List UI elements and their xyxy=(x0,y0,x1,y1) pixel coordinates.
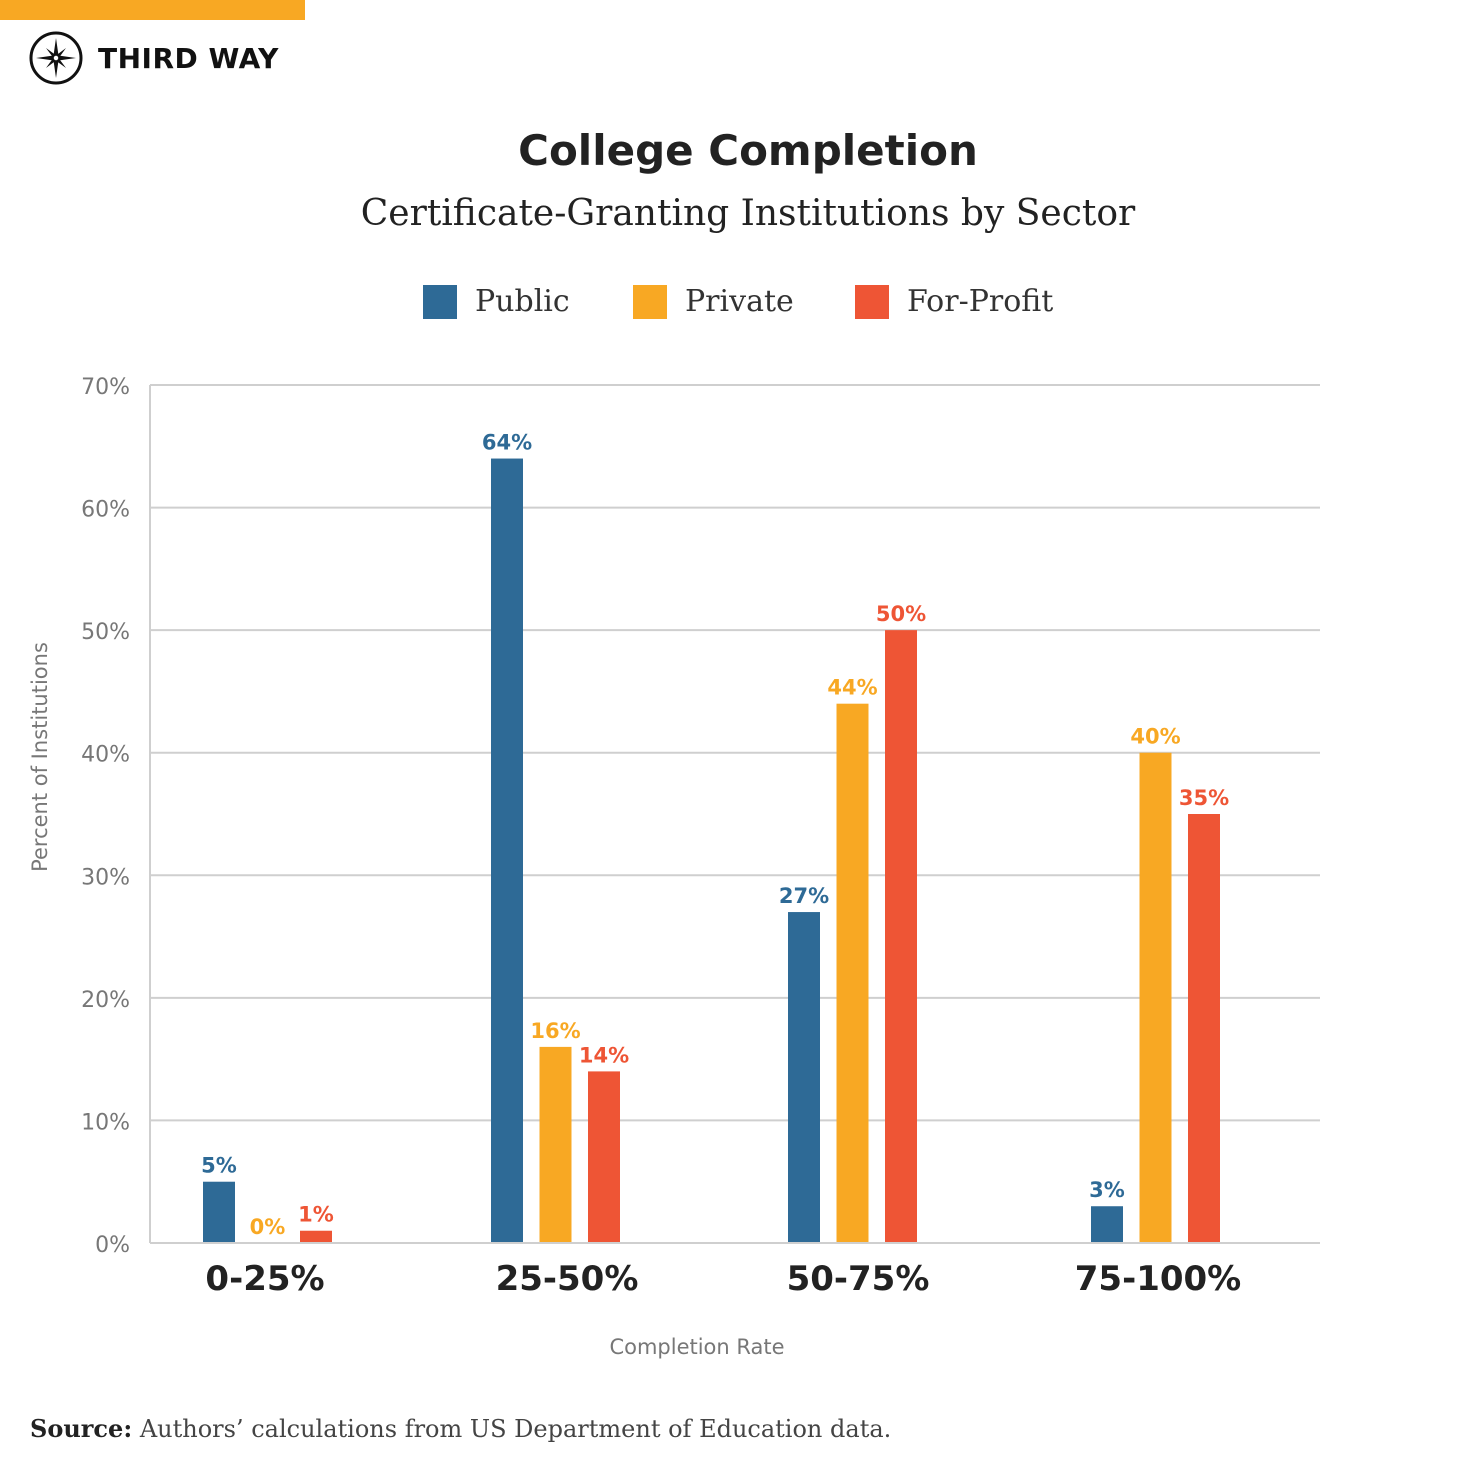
data-label: 64% xyxy=(482,431,532,455)
y-tick-label: 60% xyxy=(81,498,130,523)
bar-private xyxy=(539,1046,572,1243)
legend-label-public: Public xyxy=(475,284,570,319)
x-tick-label: 75-100% xyxy=(1075,1259,1241,1299)
data-label: 5% xyxy=(201,1154,237,1178)
legend-swatch-public xyxy=(423,284,457,319)
third-way-logo: THIRD WAY xyxy=(28,30,279,86)
bar-private xyxy=(1139,752,1172,1243)
legend-label-for-profit: For-Profit xyxy=(907,284,1054,319)
legend-swatch-for-profit xyxy=(855,284,889,319)
legend-swatch-private xyxy=(633,284,667,319)
x-tick-label: 25-50% xyxy=(496,1259,639,1299)
source-text: Authors’ calculations from US Department… xyxy=(139,1415,892,1443)
compass-icon xyxy=(29,31,83,85)
legend-item-for-profit: For-Profit xyxy=(855,284,1053,319)
bar-public xyxy=(788,912,820,1243)
data-label: 50% xyxy=(876,602,926,626)
source-note: Source: Authors’ calculations from US De… xyxy=(30,1414,891,1443)
y-tick-label: 0% xyxy=(95,1233,130,1258)
legend-item-public: Public xyxy=(423,284,570,319)
data-label: 1% xyxy=(298,1203,334,1227)
data-label: 14% xyxy=(579,1043,629,1067)
y-tick-label: 70% xyxy=(81,375,130,400)
bar-for-profit xyxy=(588,1071,620,1243)
data-label: 3% xyxy=(1089,1178,1125,1202)
legend-label-private: Private xyxy=(685,284,794,319)
data-label: 0% xyxy=(250,1215,286,1239)
source-label: Source: xyxy=(30,1414,133,1443)
brand-accent-bar xyxy=(0,0,305,20)
bar-for-profit xyxy=(885,630,917,1243)
x-tick-label: 0-25% xyxy=(205,1259,324,1299)
x-axis-label: Completion Rate xyxy=(609,1335,784,1359)
data-label: 44% xyxy=(827,676,877,700)
data-label: 27% xyxy=(779,884,829,908)
bar-public xyxy=(1091,1206,1123,1243)
y-tick-label: 50% xyxy=(81,620,130,645)
y-tick-label: 20% xyxy=(81,988,130,1013)
x-tick-label: 50-75% xyxy=(787,1259,930,1299)
data-label: 16% xyxy=(530,1019,580,1043)
bar-public xyxy=(203,1181,235,1243)
y-tick-label: 30% xyxy=(81,865,130,890)
data-label: 35% xyxy=(1179,786,1229,810)
y-tick-label: 40% xyxy=(81,743,130,768)
bar-for-profit xyxy=(300,1230,332,1243)
bar-chart: 0% 10% 20% 30% 40% 50% 60% 70% Percent of Instit… xyxy=(28,375,1320,1359)
y-tick-label: 10% xyxy=(81,1110,130,1135)
data-label: 40% xyxy=(1130,725,1180,749)
brand-name: THIRD WAY xyxy=(98,41,279,75)
bar-private xyxy=(836,703,869,1243)
legend-item-private: Private xyxy=(633,284,794,319)
chart-title: College Completion xyxy=(518,126,978,175)
bar-public xyxy=(491,458,523,1243)
y-axis-label: Percent of Institutions xyxy=(28,642,52,872)
bar-for-profit xyxy=(1188,814,1220,1243)
chart-subtitle: Certificate-Granting Institutions by Sec… xyxy=(360,193,1136,234)
